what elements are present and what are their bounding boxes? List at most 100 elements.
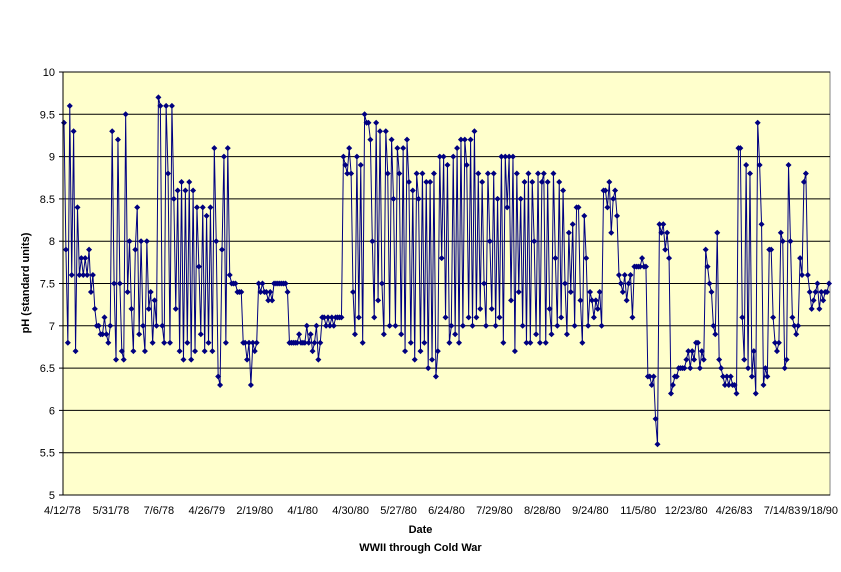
data-point (195, 263, 202, 270)
data-point (513, 170, 520, 177)
data-point (448, 322, 455, 329)
data-point (446, 339, 453, 346)
data-point (542, 339, 549, 346)
data-point (795, 322, 802, 329)
data-point (263, 288, 270, 295)
data-point (444, 162, 451, 169)
data-point (109, 128, 116, 135)
data-point (544, 178, 551, 185)
data-point (355, 314, 362, 321)
data-point (375, 297, 382, 304)
y-tick-label: 5 (49, 490, 55, 502)
data-point (407, 339, 414, 346)
data-point (536, 339, 543, 346)
data-point (494, 195, 501, 202)
data-point (294, 339, 301, 346)
data-point (138, 238, 145, 245)
x-axis-title: Date (408, 524, 433, 536)
y-tick-label: 6 (49, 405, 55, 417)
data-point (787, 238, 794, 245)
data-point (353, 153, 360, 160)
data-point (436, 153, 443, 160)
data-point (467, 136, 474, 143)
data-point (760, 382, 767, 389)
data-point (789, 314, 796, 321)
data-point (625, 280, 632, 287)
data-point (188, 356, 195, 363)
data-point (143, 238, 150, 245)
data-point (388, 136, 395, 143)
data-point (371, 314, 378, 321)
data-point (128, 305, 135, 312)
data-point (62, 246, 69, 253)
data-point (132, 246, 139, 253)
data-point (806, 288, 813, 295)
data-point (525, 170, 532, 177)
data-point (86, 246, 93, 253)
x-tick-label: 5/27/80 (380, 505, 417, 517)
data-point (78, 255, 85, 262)
data-point (648, 382, 655, 389)
data-point (95, 322, 102, 329)
data-point (303, 322, 310, 329)
data-point (748, 373, 755, 380)
data-point (392, 322, 399, 329)
y-tick-label: 7 (49, 321, 55, 333)
data-point (116, 280, 123, 287)
data-point (800, 178, 807, 185)
data-point (629, 314, 636, 321)
data-point (592, 297, 599, 304)
data-point (556, 178, 563, 185)
data-point (506, 153, 513, 160)
y-tick-label: 9 (49, 152, 55, 164)
data-point (417, 348, 424, 355)
data-point (741, 356, 748, 363)
data-point (72, 348, 79, 355)
data-point (68, 272, 75, 279)
data-point (357, 162, 364, 169)
y-tick-label: 6.5 (40, 363, 55, 375)
data-point (219, 246, 226, 253)
data-point (723, 373, 730, 380)
data-point (463, 162, 470, 169)
data-point (326, 322, 333, 329)
data-point (727, 373, 734, 380)
x-tick-label: 7/14/83 (764, 505, 801, 517)
data-point (213, 238, 220, 245)
data-point (694, 339, 701, 346)
data-point (511, 348, 518, 355)
data-point (351, 331, 358, 338)
data-point (685, 348, 692, 355)
data-point (80, 272, 87, 279)
data-point (394, 145, 401, 152)
data-point (540, 170, 547, 177)
data-point (91, 305, 98, 312)
data-point (637, 263, 644, 270)
data-point (186, 178, 193, 185)
y-tick-label: 8.5 (40, 194, 55, 206)
data-point (538, 178, 545, 185)
data-point (147, 288, 154, 295)
data-point (533, 331, 540, 338)
data-point (716, 356, 723, 363)
data-point (598, 322, 605, 329)
data-point (323, 322, 330, 329)
data-point (163, 102, 170, 109)
data-point (764, 373, 771, 380)
data-point (758, 221, 765, 228)
data-point (824, 288, 831, 295)
data-point (301, 339, 308, 346)
data-point (619, 288, 626, 295)
data-point (140, 322, 147, 329)
data-point (721, 382, 728, 389)
data-point (508, 297, 515, 304)
data-point (481, 280, 488, 287)
data-point (779, 238, 786, 245)
data-point (746, 170, 753, 177)
data-point (269, 297, 276, 304)
data-point (342, 162, 349, 169)
data-point (706, 280, 713, 287)
data-point (429, 356, 436, 363)
data-point (197, 331, 204, 338)
data-point (338, 314, 345, 321)
